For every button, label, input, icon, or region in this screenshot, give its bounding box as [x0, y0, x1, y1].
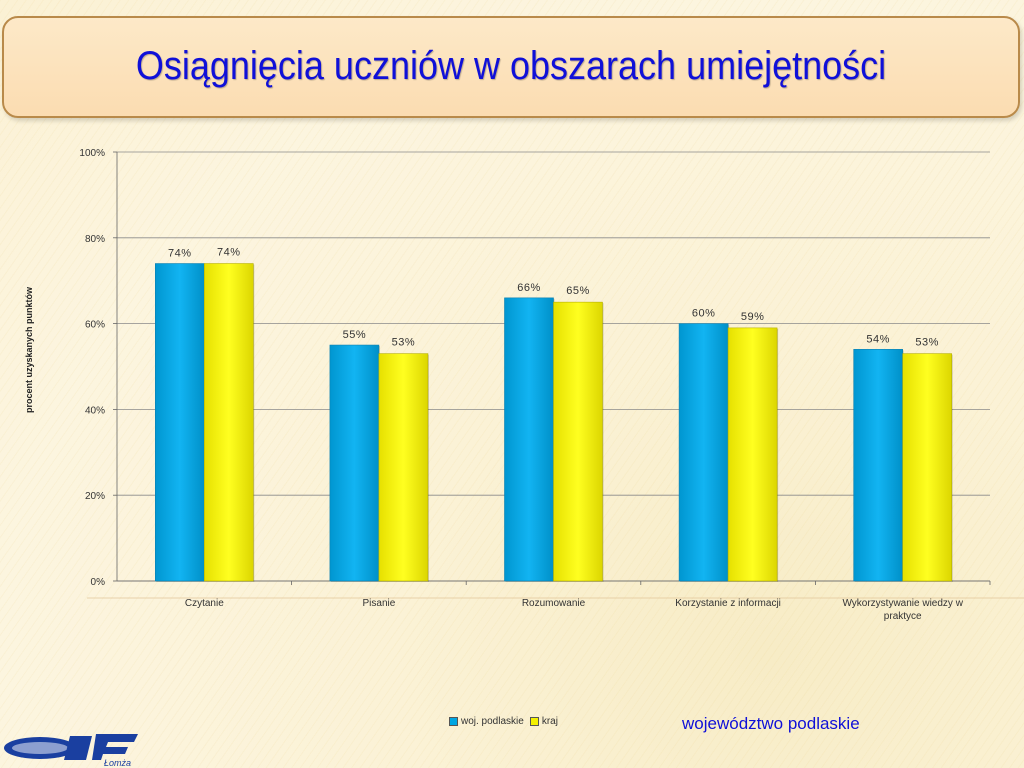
y-tick-label: 40% — [85, 405, 105, 416]
title-box: Osiągnięcia uczniów w obszarach umiejętn… — [2, 16, 1020, 118]
data-label: 55% — [343, 329, 367, 341]
y-tick-label: 60% — [85, 320, 105, 331]
legend-item-podlaskie: woj. podlaskie — [449, 716, 524, 727]
bar-podlaskie — [504, 297, 554, 582]
category-label: Czytanie — [185, 598, 224, 609]
legend-label-podlaskie: woj. podlaskie — [461, 716, 524, 727]
bar-kraj — [553, 301, 603, 582]
y-tick-label: 100% — [79, 148, 105, 159]
bar-podlaskie — [678, 323, 729, 582]
region-label: województwo podlaskie — [682, 714, 860, 733]
data-label: 66% — [517, 282, 541, 294]
y-axis-label: procent uzyskanych punktów — [24, 286, 34, 413]
data-label: 53% — [915, 337, 939, 349]
data-label: 54% — [866, 333, 890, 345]
y-tick-label: 20% — [85, 491, 105, 502]
oke-logo: Łomża — [4, 734, 138, 768]
category-label: Wykorzystywanie wiedzy w — [842, 598, 963, 609]
data-label: 65% — [566, 285, 590, 297]
legend-item-kraj: kraj — [529, 716, 558, 727]
bar-podlaskie — [853, 349, 904, 582]
data-label: 74% — [168, 248, 192, 260]
page-title: Osiągnięcia uczniów w obszarach umiejętn… — [135, 44, 887, 88]
bar-kraj — [378, 353, 429, 582]
data-label: 59% — [741, 311, 765, 323]
y-tick-label: 0% — [91, 577, 106, 588]
bar-podlaskie — [155, 263, 205, 582]
legend-swatch-podlaskie — [449, 716, 458, 726]
bar-kraj — [204, 263, 254, 582]
category-label: praktyce — [884, 611, 922, 622]
data-label: 60% — [692, 308, 716, 320]
legend-label-kraj: kraj — [541, 716, 558, 727]
category-label: Pisanie — [362, 598, 395, 609]
category-label: Rozumowanie — [522, 598, 586, 609]
bar-kraj — [727, 327, 778, 582]
bar-kraj — [902, 353, 953, 582]
bar-podlaskie — [329, 344, 380, 582]
data-label: 53% — [392, 337, 416, 349]
legend: woj. podlaskie kraj — [449, 716, 558, 727]
y-tick-label: 80% — [85, 234, 105, 245]
legend-swatch-kraj — [529, 716, 539, 726]
category-label: Korzystanie z informacji — [675, 598, 781, 609]
svg-text:Łomża: Łomża — [104, 758, 131, 768]
data-label: 74% — [217, 247, 241, 259]
